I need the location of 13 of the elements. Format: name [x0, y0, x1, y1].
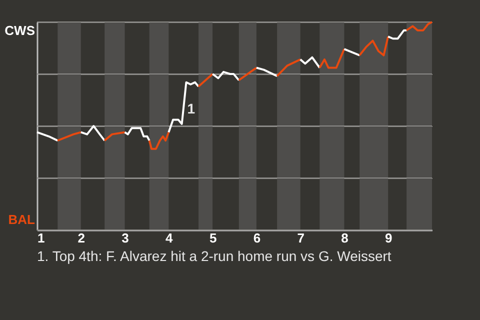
- text: CWS: [4, 23, 36, 38]
- x-tick-label: 9: [384, 230, 392, 246]
- x-tick-label: 7: [297, 230, 304, 246]
- x-tick-label: 8: [341, 230, 348, 246]
- x-tick-label: 3: [122, 230, 129, 246]
- x-tick-label: 6: [253, 230, 261, 246]
- text: BAL: [8, 212, 36, 227]
- x-tick-label: 5: [209, 230, 217, 246]
- annotation: 1: [187, 100, 196, 116]
- x-tick-label: 2: [78, 230, 86, 246]
- x-tick-label: 4: [166, 230, 174, 246]
- x-tick-label: 1: [38, 230, 45, 246]
- text: 1. Top 4th: F. Alvarez hit a 2-run home run vs G. Weissert: [37, 248, 392, 264]
